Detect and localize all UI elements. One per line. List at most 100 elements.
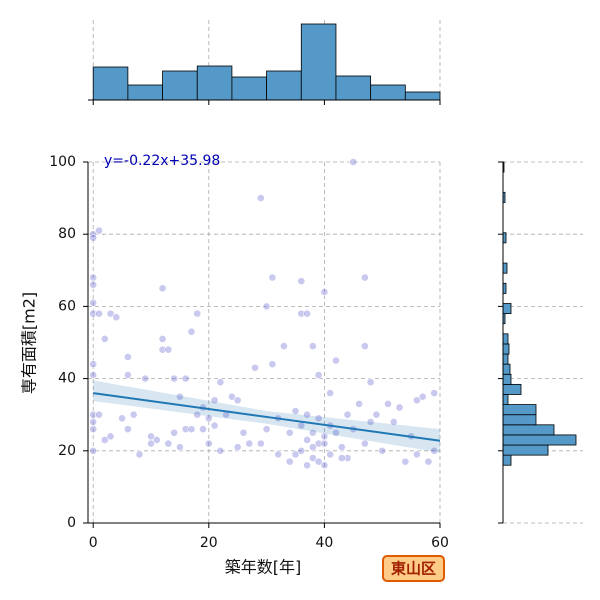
scatter-point bbox=[337, 454, 346, 462]
scatter-point bbox=[106, 432, 115, 441]
scatter-point bbox=[285, 428, 294, 437]
scatter-point bbox=[320, 432, 329, 441]
scatter-point bbox=[216, 378, 225, 387]
scatter-point bbox=[378, 446, 387, 455]
scatter-point bbox=[216, 446, 225, 455]
scatter-point bbox=[89, 280, 98, 289]
scatter-point bbox=[233, 443, 242, 452]
scatter-point bbox=[285, 457, 294, 466]
scatter-point bbox=[164, 439, 173, 448]
scatter-point bbox=[308, 443, 317, 452]
scatter-point bbox=[314, 371, 323, 379]
scatter-point bbox=[355, 399, 363, 408]
histogram-bar bbox=[335, 75, 372, 101]
y-tick-label: 20 bbox=[58, 443, 76, 459]
scatter-point bbox=[89, 273, 98, 282]
scatter-point bbox=[89, 233, 98, 242]
scatter-point bbox=[199, 425, 207, 434]
histogram-bar bbox=[370, 84, 406, 101]
scatter-point bbox=[228, 392, 236, 401]
scatter-point bbox=[256, 194, 265, 202]
scatter-point bbox=[412, 450, 421, 459]
histogram-bar bbox=[502, 424, 555, 436]
histogram-bar bbox=[502, 414, 537, 426]
scatter-point bbox=[193, 410, 202, 419]
scatter-point bbox=[308, 342, 317, 351]
scatter-point bbox=[89, 371, 98, 379]
histogram-bar bbox=[404, 91, 441, 101]
scatter-point bbox=[89, 298, 98, 307]
histogram-bar bbox=[502, 394, 509, 405]
histogram-bar bbox=[502, 333, 509, 345]
scatter-point bbox=[89, 425, 98, 434]
scatter-point bbox=[170, 374, 179, 383]
scatter-point bbox=[123, 371, 132, 379]
scatter-point bbox=[204, 414, 213, 423]
scatter-point bbox=[291, 450, 300, 459]
scatter-point bbox=[164, 345, 173, 354]
scatter-point bbox=[303, 309, 311, 318]
scatter-point bbox=[158, 345, 167, 354]
scatter-point bbox=[412, 396, 421, 405]
scatter-point bbox=[332, 428, 340, 437]
scatter-point bbox=[129, 410, 138, 419]
scatter-point bbox=[326, 389, 335, 397]
scatter-point bbox=[262, 425, 271, 434]
scatter-point bbox=[372, 410, 381, 419]
scatter-point bbox=[314, 457, 323, 466]
y-tick-label: 100 bbox=[49, 154, 76, 170]
scatter-point bbox=[170, 428, 179, 437]
scatter-point bbox=[303, 436, 311, 444]
histogram-bar bbox=[300, 23, 337, 101]
histogram-bar bbox=[266, 70, 302, 101]
scatter-point bbox=[176, 443, 184, 452]
y-tick-label: 0 bbox=[67, 515, 76, 531]
scatter-point bbox=[326, 450, 335, 459]
scatter-point bbox=[268, 273, 277, 282]
histogram-bar bbox=[196, 65, 233, 101]
x-tick-label: 0 bbox=[89, 535, 98, 551]
scatter-point bbox=[384, 399, 392, 408]
badge-label: 東山区 bbox=[391, 560, 436, 578]
scatter-point bbox=[89, 418, 98, 426]
scatter-point bbox=[256, 439, 265, 448]
scatter-point bbox=[262, 302, 271, 311]
scatter-point bbox=[123, 353, 132, 361]
scatter-point bbox=[297, 446, 306, 455]
scatter-point bbox=[268, 360, 277, 369]
scatter-point bbox=[343, 410, 352, 419]
scatter-point bbox=[360, 273, 369, 282]
scatter-point bbox=[360, 342, 369, 351]
scatter-point bbox=[314, 414, 323, 423]
scatter-point bbox=[95, 410, 103, 419]
scatter-point bbox=[123, 425, 132, 434]
scatter-point bbox=[308, 428, 317, 437]
scatter-point bbox=[239, 428, 248, 437]
histogram-bar bbox=[502, 343, 510, 355]
scatter-point bbox=[135, 450, 144, 459]
scatter-point bbox=[430, 446, 439, 455]
scatter-point bbox=[337, 443, 346, 452]
scatter-point bbox=[303, 410, 311, 419]
scatter-point bbox=[158, 334, 167, 343]
scatter-point bbox=[395, 403, 404, 412]
scatter-point bbox=[100, 334, 109, 343]
scatter-point bbox=[418, 392, 427, 401]
scatter-point bbox=[147, 439, 155, 448]
scatter-point bbox=[297, 277, 306, 286]
scatter-point bbox=[193, 309, 202, 318]
x-tick-label: 40 bbox=[315, 535, 333, 551]
scatter-point bbox=[251, 363, 259, 372]
scatter-point bbox=[360, 439, 369, 448]
scatter-point bbox=[158, 284, 167, 293]
scatter-point bbox=[187, 327, 196, 336]
scatter-point bbox=[332, 356, 340, 365]
scatter-point bbox=[343, 454, 352, 462]
y-axis-label: 専有面積[m2] bbox=[20, 292, 39, 394]
scatter-point bbox=[89, 360, 98, 369]
scatter-point bbox=[366, 418, 375, 426]
histogram-bar bbox=[502, 444, 549, 456]
regression-line bbox=[93, 392, 441, 442]
scatter-point bbox=[100, 436, 109, 444]
